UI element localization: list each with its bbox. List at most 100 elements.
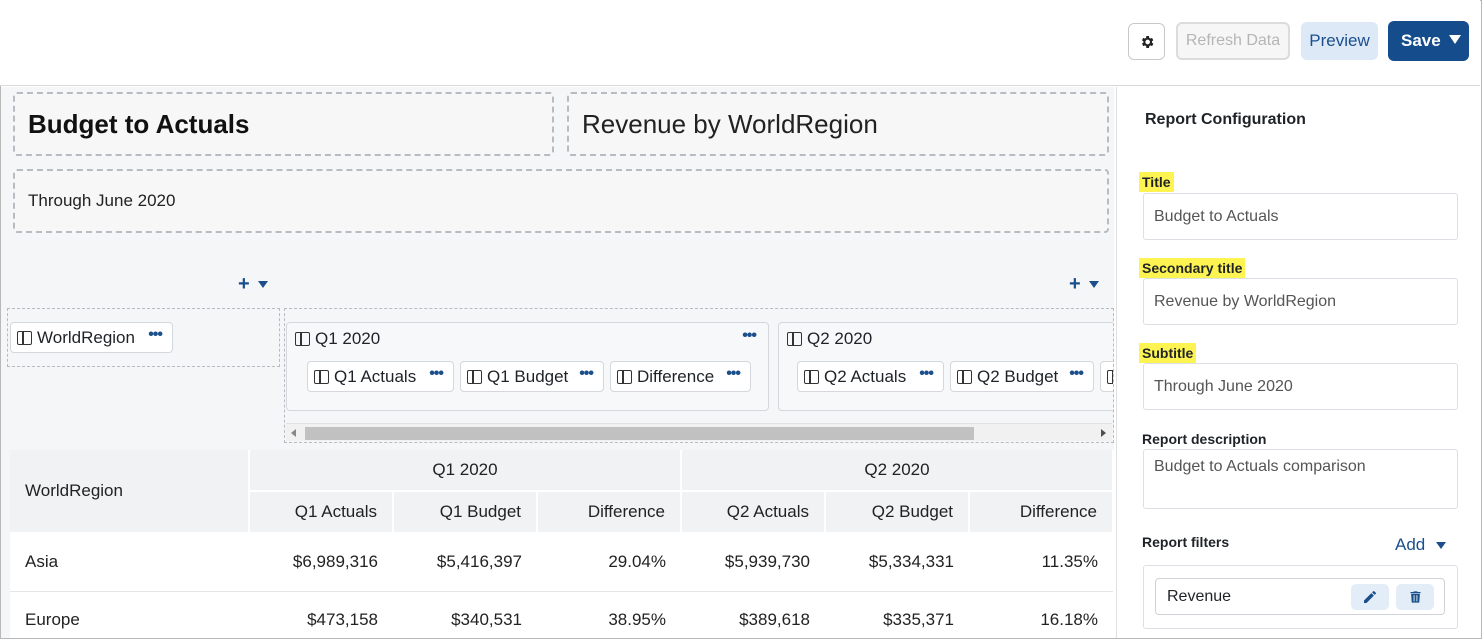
table-cell-label: Asia <box>10 533 249 592</box>
plus-icon: + <box>238 273 250 295</box>
scroll-right-icon[interactable] <box>1101 429 1106 437</box>
table-column-header: Difference <box>969 491 1114 534</box>
report-subtitle[interactable]: Through June 2020 <box>13 169 1109 233</box>
column-field-label: Difference <box>637 366 715 386</box>
table-cell: 29.04% <box>537 533 681 592</box>
table-column-header: Q1 Budget <box>393 491 538 534</box>
row-field-label: WorldRegion <box>37 327 135 347</box>
report-secondary-title[interactable]: Revenue by WorldRegion <box>567 92 1109 156</box>
column-field-chip[interactable]: Q2 Actuals ••• <box>797 361 944 392</box>
table-column-header: Q2 Actuals <box>681 491 826 534</box>
preview-button[interactable]: Preview <box>1301 22 1378 60</box>
column-field-label: Q1 Budget <box>487 366 569 386</box>
column-field-label: Q2 Budget <box>977 366 1059 386</box>
table-icon <box>1107 369 1113 384</box>
table-cell: 38.95% <box>537 591 681 638</box>
add-column-button[interactable]: + <box>1069 273 1099 296</box>
title-field[interactable]: Budget to Actuals <box>1143 193 1458 240</box>
column-field-chip[interactable]: Q2 Budget ••• <box>950 361 1094 392</box>
more-options-icon[interactable]: ••• <box>726 365 741 382</box>
column-group-header: Q1 2020 <box>295 329 380 349</box>
scroll-left-icon[interactable] <box>291 429 296 437</box>
column-field-chip[interactable]: Difference ••• <box>610 361 751 392</box>
table-cell: $5,939,730 <box>681 533 825 592</box>
table-icon <box>467 369 482 384</box>
table-icon <box>17 330 32 345</box>
column-group[interactable]: Q2 2020 Q2 Actuals ••• Q2 Budget ••• <box>778 322 1113 411</box>
column-field-label: Q1 Actuals <box>334 366 417 386</box>
top-toolbar: Refresh Data Preview Save <box>0 0 1480 86</box>
table-icon <box>957 369 972 384</box>
table-group-header: Q1 2020 <box>249 450 682 492</box>
horizontal-scrollbar[interactable] <box>286 423 1112 441</box>
panel-heading: Report Configuration <box>1145 111 1306 128</box>
table-column-header: Q2 Budget <box>825 491 970 534</box>
table-column-header: Q1 Actuals <box>249 491 394 534</box>
table-cell: 16.18% <box>969 591 1113 638</box>
settings-button[interactable] <box>1128 23 1165 60</box>
table-cell-label: Europe <box>10 591 249 638</box>
more-options-icon[interactable]: ••• <box>1069 365 1084 382</box>
column-field-label: Q2 Actuals <box>824 366 907 386</box>
filter-item[interactable]: Revenue <box>1155 578 1445 615</box>
secondary-title-label: Secondary title <box>1139 258 1246 278</box>
add-filter-button[interactable]: Add <box>1395 535 1447 555</box>
report-configuration-panel: Report Configuration Title Budget to Act… <box>1116 87 1481 638</box>
table-row: Europe $473,158 $340,531 38.95% $389,618… <box>10 591 1113 638</box>
title-label: Title <box>1139 172 1174 192</box>
scrollbar-thumb[interactable] <box>305 427 974 440</box>
subtitle-field[interactable]: Through June 2020 <box>1143 363 1458 410</box>
chevron-down-icon <box>257 281 268 289</box>
table-cell: $5,416,397 <box>393 533 537 592</box>
table-icon <box>295 332 310 346</box>
filter-label: Revenue <box>1167 587 1232 605</box>
more-options-icon[interactable]: ••• <box>919 365 934 382</box>
report-canvas: Budget to Actuals Revenue by WorldRegion… <box>1 87 1114 638</box>
table-cell: $340,531 <box>393 591 537 638</box>
column-group-label: Q2 2020 <box>807 329 873 348</box>
more-options-icon[interactable]: ••• <box>579 365 594 382</box>
report-filters-label: Report filters <box>1142 534 1230 550</box>
table-cell: $6,989,316 <box>249 533 393 592</box>
chevron-down-icon[interactable] <box>1449 35 1461 44</box>
plus-icon: + <box>1069 273 1081 295</box>
more-options-icon[interactable]: ••• <box>429 365 444 382</box>
table-column-header: Difference <box>537 491 682 534</box>
table-cell: $5,334,331 <box>825 533 969 592</box>
table-icon <box>804 369 819 384</box>
columns-drop-zone[interactable]: Q1 2020 ••• Q1 Actuals ••• Q1 Budget •••… <box>284 308 1114 443</box>
add-filter-label: Add <box>1395 535 1426 554</box>
pencil-icon <box>1364 590 1376 603</box>
more-options-icon[interactable]: ••• <box>742 327 757 344</box>
column-field-chip[interactable]: Q1 Actuals ••• <box>307 361 454 392</box>
report-description-field[interactable]: Budget to Actuals comparison <box>1143 449 1458 509</box>
edit-filter-button[interactable] <box>1351 584 1389 610</box>
save-button[interactable]: Save <box>1388 21 1469 61</box>
report-table: WorldRegion Q1 2020 Q2 2020 Q1 Actuals Q… <box>10 450 1114 638</box>
add-row-button[interactable]: + <box>238 273 268 296</box>
table-icon <box>787 332 802 346</box>
refresh-data-button[interactable]: Refresh Data <box>1176 22 1290 60</box>
table-cell: $389,618 <box>681 591 825 638</box>
save-button-label: Save <box>1401 31 1441 50</box>
column-group-header: Q2 2020 <box>787 329 872 349</box>
column-field-chip[interactable]: Q1 Budget ••• <box>460 361 604 392</box>
row-field-chip[interactable]: WorldRegion ••• <box>10 322 173 353</box>
column-field-chip[interactable] <box>1100 361 1113 392</box>
more-options-icon[interactable]: ••• <box>148 326 163 343</box>
subtitle-label: Subtitle <box>1139 343 1197 363</box>
column-group-label: Q1 2020 <box>315 329 381 348</box>
table-group-header: Q2 2020 <box>681 450 1114 492</box>
table-icon <box>617 369 632 384</box>
chevron-down-icon <box>1436 541 1447 549</box>
table-cell: $335,371 <box>825 591 969 638</box>
column-group[interactable]: Q1 2020 ••• Q1 Actuals ••• Q1 Budget •••… <box>286 322 769 411</box>
delete-filter-button[interactable] <box>1396 584 1434 610</box>
table-cell: $473,158 <box>249 591 393 638</box>
rows-drop-zone[interactable]: WorldRegion ••• <box>7 308 280 367</box>
secondary-title-field[interactable]: Revenue by WorldRegion <box>1143 278 1458 325</box>
table-cell: 11.35% <box>969 533 1113 592</box>
table-row: Asia $6,989,316 $5,416,397 29.04% $5,939… <box>10 533 1113 592</box>
filters-list: Revenue <box>1143 565 1458 629</box>
report-title[interactable]: Budget to Actuals <box>13 92 554 156</box>
